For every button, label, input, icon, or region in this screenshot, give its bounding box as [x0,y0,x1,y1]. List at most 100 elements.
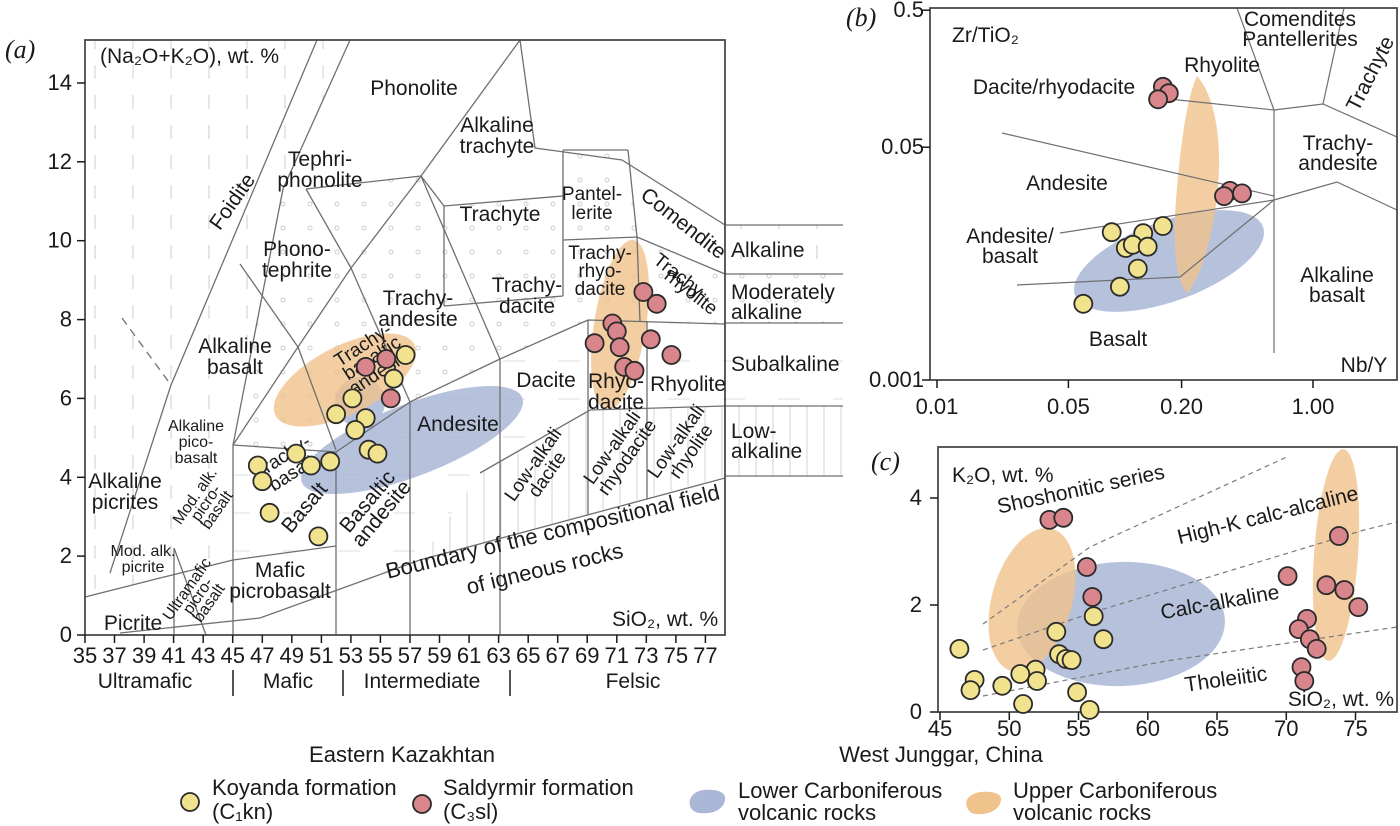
x-tick-label: 67 [545,643,569,668]
x-tick-label: 55 [1066,716,1090,741]
x-tick-label: 65 [1205,716,1229,741]
data-point-saldyrmir [1316,575,1337,596]
data-point-koyanda [320,451,341,472]
panel-c-k2o-sio2-diagram: (c) K₂O, wt. % Shoshonitic series High-K… [871,446,1398,741]
x-tick-label: 60 [1136,716,1160,741]
data-point-saldyrmir [1214,186,1234,207]
y-tick-label: 4 [910,485,922,510]
legend-upper-carboniferous-swatch [966,791,1001,815]
x-tick-label: 75 [664,643,688,668]
x-tick-label: 37 [102,643,126,668]
field-trachy-rhyo-dacite-3: dacite [575,279,626,300]
legend-group-eastern-kazakhstan: Eastern Kazakhtan [309,742,495,767]
panel-c-axis-ticks: 45 50 55 60 65 70 75 0 2 4 [910,485,1368,741]
field-trachy-dacite-2: dacite [499,295,555,318]
data-point-saldyrmir [661,345,682,365]
field-alkaline-picobasalt-2: pico- [179,434,214,451]
y-tick-label: 2 [60,543,72,568]
data-point-saldyrmir [355,356,376,377]
panel-b-frame [929,7,1398,381]
data-point-koyanda [367,443,388,464]
data-point-koyanda [1061,650,1082,670]
field-trachy-andesite-2: andesite [378,308,457,331]
band-low-2: alkaline [731,440,802,463]
texture-alkaline-region [85,40,350,597]
panel-a-tas-diagram: (a) [5,35,843,696]
data-point-saldyrmir [640,329,661,350]
texture-band-low-alkaline [725,406,843,476]
class-mafic: Mafic [263,670,313,693]
field-mafic-picrobasalt-1: Mafic [255,559,305,582]
y-tick-label: 12 [48,149,72,174]
panel-a-axis-ticks: 35 37 39 41 43 45 47 49 51 53 55 57 59 61 63 65 67 69 71 73… [48,70,718,668]
x-tick-label: 51 [309,643,333,668]
panel-c-title: K₂O, wt. % [952,464,1054,487]
x-tick-label: 61 [457,643,481,668]
data-point-saldyrmir [1294,671,1315,691]
data-point-saldyrmir [376,349,397,369]
legend-koyanda-marker [180,792,200,812]
panel-b-axis-ticks: 0.01 0.05 0.20 1.00 0.5 0.05 0.001 [869,0,1334,419]
data-point-koyanda [252,471,273,492]
x-tick-label: 73 [634,643,658,668]
data-point-saldyrmir [584,333,605,354]
panel-a-tag: (a) [5,35,35,64]
field-basalt-b: Basalt [1089,328,1148,351]
field-rhyolite-a: Rhyolite [650,373,726,396]
data-point-koyanda [992,675,1013,696]
y-tick-label: 0 [60,622,72,647]
figure-legend: Eastern Kazakhtan Koyanda formation (C₁k… [180,742,1217,825]
x-tick-label: 35 [73,643,97,668]
field-trachy-andesite-b-1: Trachy- [1303,132,1373,155]
panel-c-series-boundaries [982,455,1398,697]
x-tick-label: 77 [693,643,717,668]
data-point-saldyrmir [633,282,654,302]
field-rhyolite-b: Rhyolite [1184,54,1260,77]
band-moderately-1: Moderately [731,281,835,304]
field-mod-alk-picrite-1: Mod. alk. [111,543,176,560]
x-tick-label: 55 [368,643,392,668]
y-tick-label: 8 [60,307,72,332]
class-ultramafic: Ultramafic [98,670,193,693]
field-phonolite: Phonolite [370,77,458,100]
data-point-koyanda [1013,694,1033,714]
x-tick-label: 70 [1274,716,1298,741]
legend-saldyrmir-label-1: Saldyrmir formation [443,775,634,800]
y-tick-label: 2 [910,592,922,617]
x-tick-label: 59 [427,643,451,668]
legend-saldyrmir-label-2: (C₃sl) [443,799,498,824]
data-point-koyanda [1079,700,1100,720]
panel-b-zr-tio2-nb-y-diagram: (b) Zr/TiO₂ Dacite/rhyodacite Rhyolite C… [846,0,1399,419]
data-point-koyanda [1127,258,1148,279]
x-tick-label: 41 [161,643,185,668]
panel-c-x-axis-label: SiO₂, wt. % [1288,688,1394,711]
x-tick-label: 75 [1343,716,1367,741]
data-point-saldyrmir [1082,587,1103,607]
x-tick-label: 0.01 [916,394,959,419]
field-pantellerite-2: lerite [571,203,612,224]
panel-a-rock-classes: Ultramafic Mafic Intermediate Felsic [98,670,660,696]
y-tick-label: 0.05 [881,134,924,159]
texture-band-moderately [725,274,843,323]
field-trachyte-a: Trachyte [460,203,541,226]
field-tephriphonolite-1: Tephri- [288,148,352,171]
x-tick-label: 53 [339,643,363,668]
data-point-koyanda [395,345,416,365]
texture-low-alkaline-region [420,406,725,560]
field-pantellerites: Pantellerites [1242,28,1358,51]
x-tick-label: 69 [575,643,599,668]
data-point-koyanda [1110,276,1130,297]
field-alkaline-basalt-b-1: Alkaline [1300,264,1374,287]
data-point-koyanda [960,680,981,700]
data-point-saldyrmir [606,321,627,342]
field-picrite: Picrite [104,612,162,635]
data-point-koyanda [1073,293,1094,314]
x-tick-label: 0.20 [1160,394,1203,419]
field-dacite-rhyodacite: Dacite/rhyodacite [973,76,1135,99]
field-alkaline-picrites-1: Alkaline [88,470,162,493]
data-point-saldyrmir [1348,597,1369,617]
data-point-saldyrmir [646,293,667,314]
data-point-koyanda [949,639,970,659]
